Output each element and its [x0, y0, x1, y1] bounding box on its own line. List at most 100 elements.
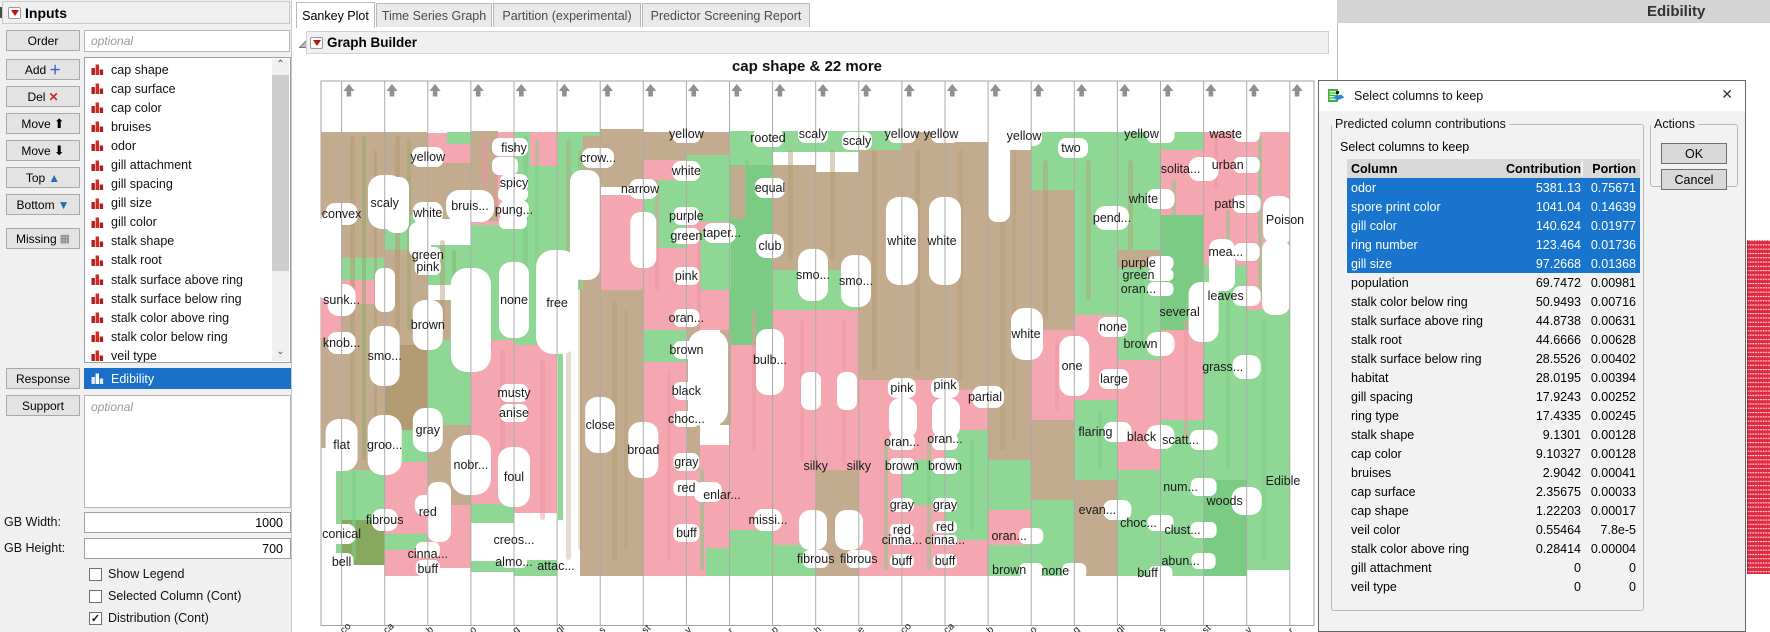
svg-text:conical: conical	[322, 527, 361, 541]
svg-text:none: none	[500, 293, 528, 307]
svg-text:smo...: smo...	[368, 349, 402, 363]
svg-text:gray: gray	[890, 498, 915, 512]
svg-text:scaly: scaly	[799, 127, 828, 141]
svg-text:nobr...: nobr...	[454, 458, 489, 472]
svg-text:partial: partial	[968, 390, 1002, 404]
svg-text:oran...: oran...	[991, 529, 1026, 543]
svg-text:yellow: yellow	[885, 127, 921, 141]
svg-text:brown: brown	[1123, 337, 1157, 351]
svg-text:buff: buff	[676, 526, 697, 540]
svg-text:scaly: scaly	[843, 134, 872, 148]
svg-text:spicy: spicy	[500, 176, 529, 190]
svg-text:fibrous: fibrous	[840, 552, 878, 566]
svg-text:cinna...: cinna...	[408, 547, 448, 561]
svg-text:choc...: choc...	[1120, 516, 1157, 530]
svg-text:anise: anise	[499, 406, 529, 420]
svg-text:mea...: mea...	[1208, 245, 1243, 259]
svg-text:purple: purple	[669, 209, 704, 223]
svg-text:none: none	[1041, 564, 1069, 578]
svg-text:clust...: clust...	[1165, 523, 1201, 537]
svg-text:gi: gi	[1114, 623, 1127, 632]
svg-text:none: none	[1099, 320, 1127, 334]
svg-text:yellow: yellow	[410, 150, 446, 164]
svg-text:buff: buff	[417, 562, 438, 576]
svg-text:groo...: groo...	[367, 438, 402, 452]
svg-text:yellow: yellow	[924, 127, 960, 141]
svg-text:gray: gray	[674, 455, 699, 469]
svg-text:b: b	[985, 624, 997, 632]
svg-text:scatt...: scatt...	[1162, 433, 1199, 447]
svg-text:almo...: almo...	[495, 555, 533, 569]
svg-text:red: red	[893, 523, 911, 537]
svg-text:rooted: rooted	[750, 131, 785, 145]
svg-text:red: red	[419, 505, 437, 519]
svg-text:Poison: Poison	[1266, 213, 1304, 227]
svg-text:crow...: crow...	[580, 151, 616, 165]
svg-text:Edible: Edible	[1266, 474, 1301, 488]
svg-text:white: white	[671, 164, 701, 178]
svg-text:attac...: attac...	[537, 559, 575, 573]
svg-text:paths: paths	[1214, 197, 1245, 211]
svg-text:broad: broad	[627, 443, 659, 457]
svg-text:taper...: taper...	[703, 226, 741, 240]
svg-text:v: v	[683, 625, 694, 632]
svg-text:ca: ca	[942, 621, 958, 632]
svg-text:green: green	[1123, 268, 1155, 282]
svg-text:bruis...: bruis...	[451, 199, 489, 213]
svg-text:brown: brown	[928, 459, 962, 473]
svg-text:enlar...: enlar...	[703, 488, 741, 502]
svg-text:gray: gray	[416, 423, 441, 437]
svg-text:buff: buff	[892, 554, 913, 568]
svg-text:pend...: pend...	[1093, 211, 1131, 225]
svg-text:v: v	[1243, 625, 1254, 632]
svg-text:oran...: oran...	[669, 311, 704, 325]
svg-text:white: white	[1010, 327, 1040, 341]
svg-text:creos...: creos...	[494, 533, 535, 547]
svg-text:pung...: pung...	[495, 203, 533, 217]
svg-text:missi...: missi...	[749, 513, 788, 527]
svg-text:bulb...: bulb...	[753, 353, 787, 367]
svg-text:smo...: smo...	[796, 268, 830, 282]
svg-text:pink: pink	[675, 269, 699, 283]
svg-text:choc...: choc...	[668, 412, 705, 426]
svg-text:r: r	[726, 625, 736, 632]
svg-text:green: green	[670, 229, 702, 243]
svg-text:evan...: evan...	[1079, 503, 1117, 517]
svg-text:b: b	[424, 624, 436, 632]
svg-text:pink: pink	[890, 381, 914, 395]
svg-text:red: red	[677, 481, 695, 495]
svg-text:silky: silky	[847, 459, 872, 473]
svg-text:white: white	[412, 206, 442, 220]
svg-text:one: one	[1062, 359, 1083, 373]
svg-text:s: s	[1157, 625, 1168, 632]
svg-text:musty: musty	[497, 386, 531, 400]
svg-text:black: black	[672, 384, 702, 398]
svg-text:cinna...: cinna...	[882, 533, 922, 547]
svg-text:fishy: fishy	[501, 141, 527, 155]
svg-text:large: large	[1100, 372, 1128, 386]
svg-text:fibrous: fibrous	[366, 513, 404, 527]
svg-text:gray: gray	[933, 498, 958, 512]
svg-text:equal: equal	[755, 181, 786, 195]
svg-text:free: free	[546, 296, 568, 310]
svg-text:st: st	[1200, 623, 1213, 632]
svg-text:red: red	[936, 520, 954, 534]
svg-text:convex: convex	[322, 207, 362, 221]
svg-text:narrow: narrow	[621, 182, 660, 196]
svg-text:pink: pink	[934, 378, 958, 392]
svg-text:yellow: yellow	[1124, 127, 1160, 141]
svg-text:pink: pink	[416, 260, 440, 274]
svg-text:woods: woods	[1206, 494, 1243, 508]
svg-text:solita...: solita...	[1161, 162, 1201, 176]
svg-text:urban: urban	[1212, 158, 1244, 172]
svg-text:g: g	[1071, 624, 1082, 632]
svg-text:two: two	[1061, 141, 1081, 155]
svg-text:smo...: smo...	[839, 274, 873, 288]
svg-text:co: co	[899, 621, 915, 632]
svg-text:ca: ca	[381, 621, 397, 632]
svg-text:flat: flat	[333, 438, 350, 452]
svg-text:buff: buff	[1137, 566, 1158, 580]
svg-text:white: white	[926, 234, 956, 248]
svg-text:cinna...: cinna...	[925, 533, 965, 547]
svg-text:sunk...: sunk...	[323, 293, 360, 307]
